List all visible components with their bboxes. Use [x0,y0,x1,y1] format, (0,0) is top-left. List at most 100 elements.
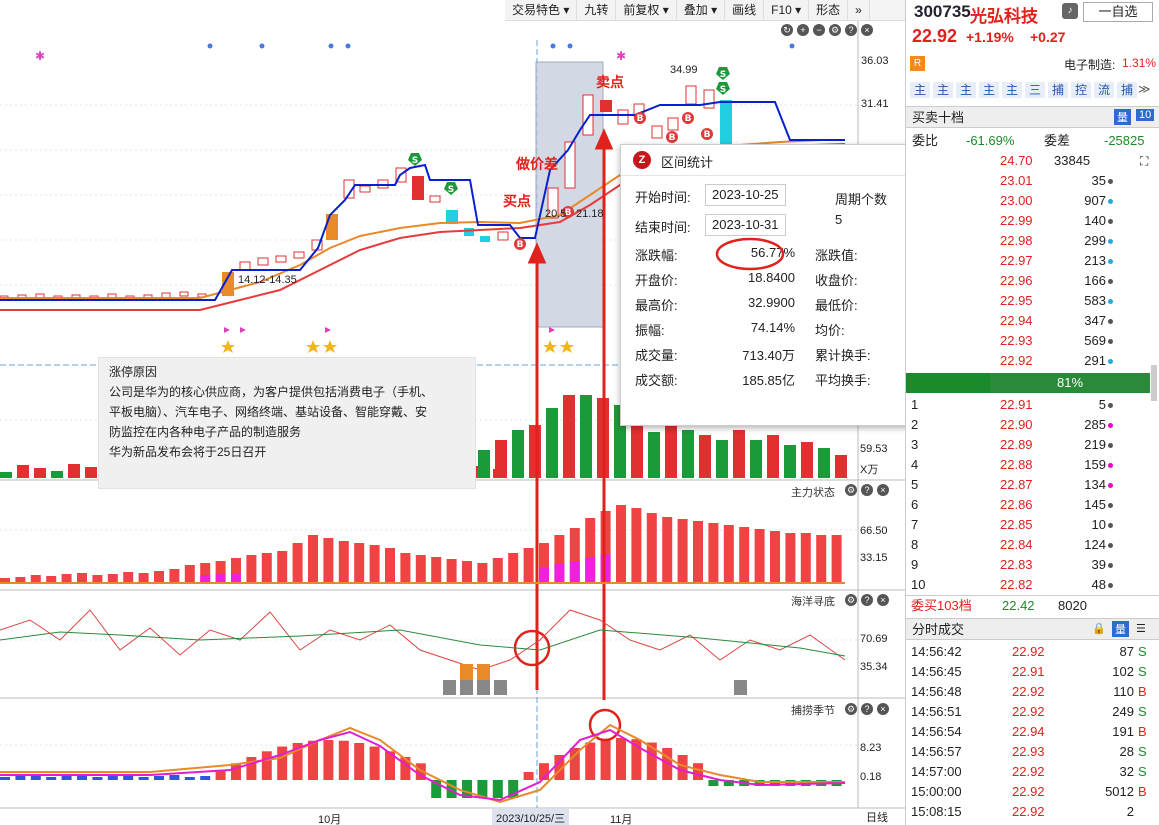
orderbook-depth-button[interactable]: 10 [1136,109,1155,121]
ask-row[interactable]: 22.97 213 [906,251,1159,271]
refresh-icon[interactable]: ↻ [781,24,793,36]
chart-bar [400,553,411,583]
indicator-button[interactable]: 控 [1071,82,1091,98]
close-icon[interactable]: × [861,24,873,36]
toolbar-forward-adjust[interactable]: 前复权 ▾ [616,0,677,20]
tick-vol: 87 [1119,644,1134,659]
help-icon[interactable]: ? [861,703,873,715]
kline-chart[interactable]: S S S S B B B B B B ✱ ✱ [0,0,905,825]
wc-value: -25825 [1104,133,1145,148]
toolbar-trade-features[interactable]: 交易特色 ▾ [505,0,578,20]
chart-bar [292,543,303,583]
zoom-in-icon[interactable]: + [797,24,809,36]
bid-row[interactable]: 3 22.89 219 [906,435,1159,455]
tick-row: 14:56:57 22.93 28 S [906,742,1159,762]
scrollbar[interactable] [1151,365,1157,401]
close-icon[interactable]: × [877,594,889,606]
tick-vol: 249 [1112,704,1134,719]
ask-vol: 569 [1084,333,1106,348]
add-watchlist-button[interactable]: 一自选 [1083,2,1153,22]
toolbar-more[interactable]: » [848,0,870,20]
lock-icon[interactable]: 🔒 [1092,623,1106,635]
stock-name: 光弘科技 [970,7,1038,26]
chart-bar [0,578,10,583]
settings-icon[interactable]: ⚙ [845,594,857,606]
bid-row[interactable]: 6 22.86 145 [906,495,1159,515]
chart-bar [369,746,380,780]
bid-row[interactable]: 1 22.91 5 [906,395,1159,415]
bid-row[interactable]: 2 22.90 285 [906,415,1159,435]
tick-vol: 102 [1112,664,1134,679]
bid-level: 10 [911,577,926,592]
chart-bar [464,228,474,236]
toolbar-f10[interactable]: F10 ▾ [764,0,810,20]
orderbook-mode-icon[interactable]: 量 [1114,109,1131,125]
indicator-button[interactable]: 三 [1025,82,1045,98]
ask-row[interactable]: 22.95 583 [906,291,1159,311]
toolbar-pattern[interactable]: 形态 [809,0,849,20]
toolbar-overlay[interactable]: 叠加 ▾ [677,0,726,20]
toolbar-draw-line[interactable]: 画线 [725,0,765,20]
tick-price: 22.92 [1012,764,1045,779]
settings-icon[interactable]: ⚙ [845,484,857,496]
indicator-button[interactable]: 主 [1002,82,1022,98]
ask-row[interactable]: 22.92 291 [906,351,1159,371]
chart-bar [343,179,355,199]
bell-icon[interactable]: ♪ [1062,3,1078,19]
bid-price: 22.83 [1000,557,1033,572]
settings-icon[interactable]: ⚙ [829,24,841,36]
order-dot-icon [1108,403,1113,408]
help-icon[interactable]: ? [861,594,873,606]
ask-row[interactable]: 22.99 140 [906,211,1159,231]
fullscreen-icon[interactable]: ⛶ [1140,154,1149,168]
indicator-button[interactable]: 主 [933,82,953,98]
ask-row[interactable]: 22.94 347 [906,311,1159,331]
ticks-mode-icon[interactable]: 量 [1112,621,1129,637]
bid-row[interactable]: 9 22.83 39 [906,555,1159,575]
close-icon[interactable]: × [877,484,889,496]
chart-bar [0,777,10,780]
indicator-button[interactable]: 主 [910,82,930,98]
bid-row[interactable]: 5 22.87 134 [906,475,1159,495]
expand-icon[interactable]: ≫ [1138,82,1151,96]
indicator-button[interactable]: 捕 [1048,82,1068,98]
bid-row[interactable]: 8 22.84 124 [906,535,1159,555]
bid-row[interactable]: 4 22.88 159 [906,455,1159,475]
close-icon[interactable]: × [877,703,889,715]
end-time-field[interactable]: 2023-10-31 [705,214,786,236]
order-dot-icon [1108,463,1113,468]
tick-row: 14:57:00 22.92 32 S [906,762,1159,782]
indicator-button[interactable]: 流 [1094,82,1114,98]
indicator-button[interactable]: 主 [956,82,976,98]
ask-row[interactable]: 23.01 35 [906,171,1159,191]
bid-vol: 285 [1084,417,1106,432]
sector-name[interactable]: 电子制造: [1064,58,1116,72]
chart-area[interactable]: S S S S B B B B B B ✱ ✱ [0,0,905,825]
ask-row[interactable]: 23.00 907 [906,191,1159,211]
ask-price: 22.97 [1000,253,1033,268]
ask-row[interactable]: 22.93 569 [906,331,1159,351]
ask-row[interactable]: 22.98 299 [906,231,1159,251]
ask-row[interactable]: 22.96 166 [906,271,1159,291]
chart-bar [169,775,180,780]
settings-icon[interactable]: ⚙ [845,703,857,715]
toolbar-nine-turn[interactable]: 九转 [577,0,617,20]
chart-bar [547,187,559,219]
zoom-out-icon[interactable]: − [813,24,825,36]
help-icon[interactable]: ? [845,24,857,36]
ticks-list-icon[interactable]: ☰ [1136,623,1146,635]
period-daily[interactable]: 日线 [866,812,888,824]
stat-value: 30.4300 [891,270,905,285]
start-time-field[interactable]: 2023-10-25 [705,184,786,206]
chart-bar [200,575,211,583]
indicator-button[interactable]: 主 [979,82,999,98]
chart-bar [246,756,257,780]
ask-vol: 907 [1084,193,1106,208]
svg-text:B: B [637,114,644,124]
bid-row[interactable]: 10 22.82 48 [906,575,1159,595]
price-label-high: 36.03 [861,55,889,67]
indicator-button[interactable]: 捕 [1117,82,1137,98]
order-dot-icon [1108,339,1113,344]
bid-row[interactable]: 7 22.85 10 [906,515,1159,535]
help-icon[interactable]: ? [861,484,873,496]
